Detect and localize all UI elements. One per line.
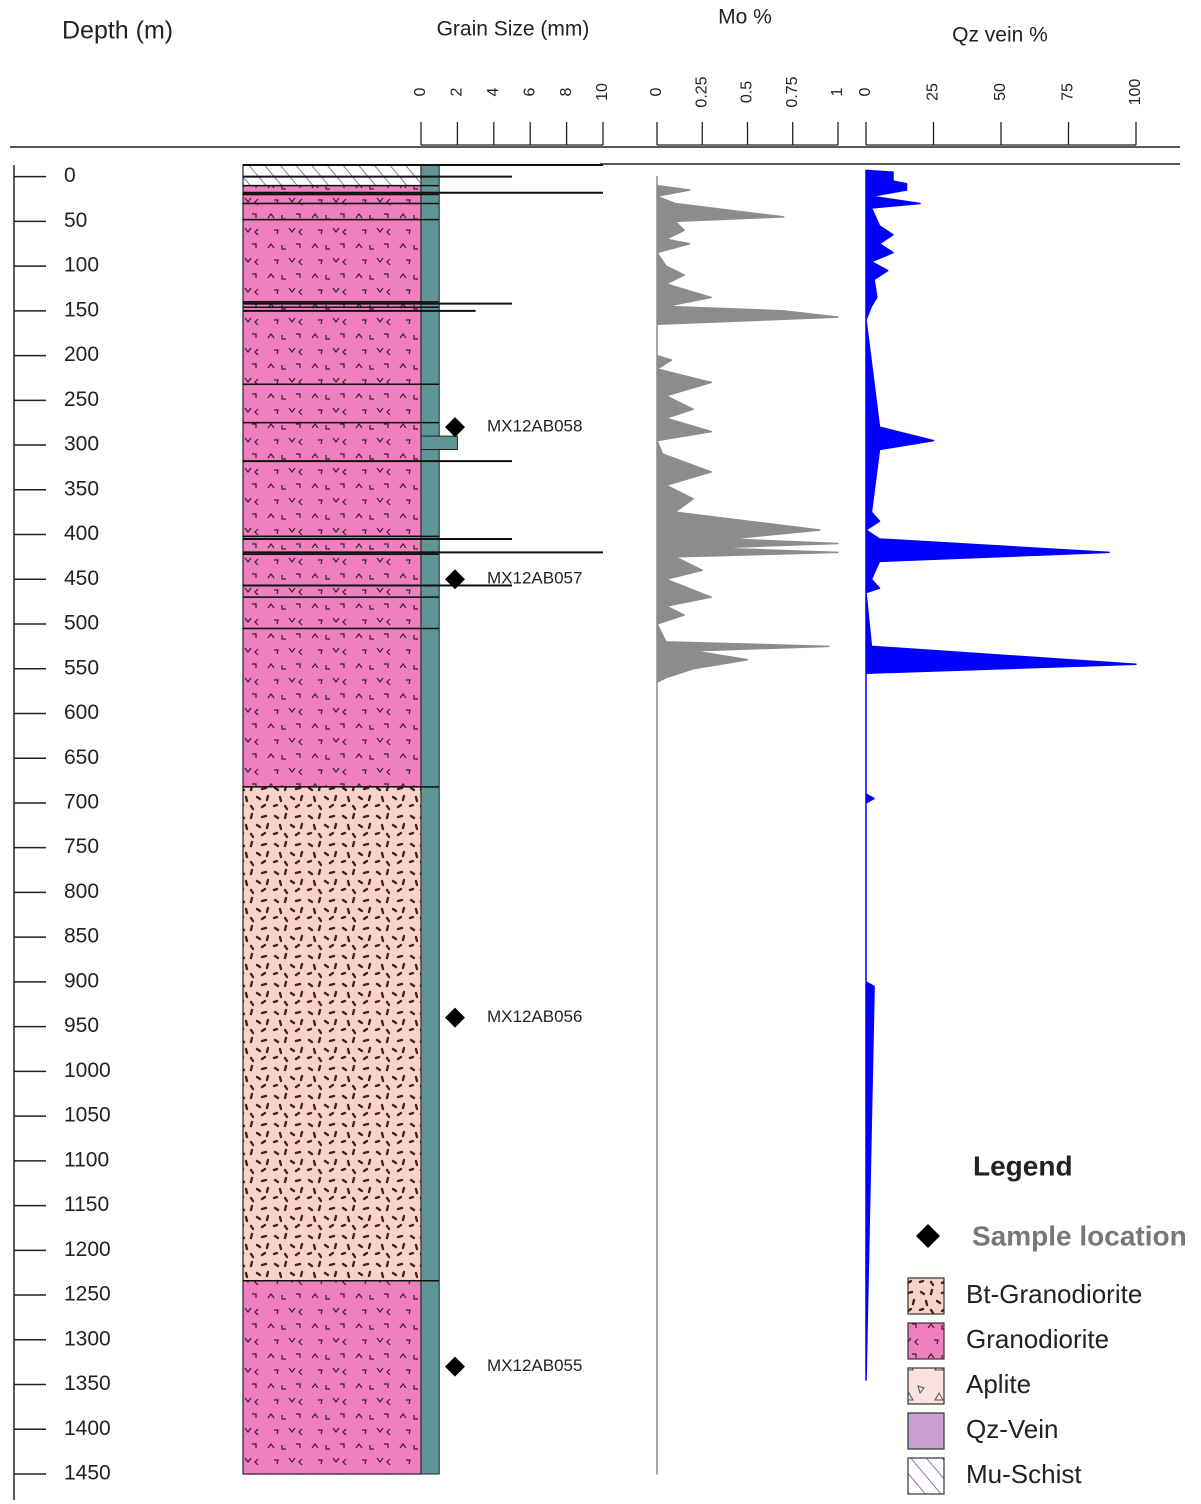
depth-tick-label: 1450 — [64, 1462, 111, 1485]
depth-tick-label: 650 — [64, 746, 99, 769]
depth-tick-label: 550 — [64, 656, 99, 679]
depth-tick-label: 350 — [64, 477, 99, 500]
depth-tick-label: 1200 — [64, 1238, 111, 1261]
legend-label: Qz-Vein — [966, 1414, 1059, 1444]
depth-tick-label: 300 — [64, 433, 99, 456]
mo-axis-title: Mo % — [718, 6, 772, 29]
grain-size-bar — [421, 436, 457, 449]
top-axis-tick-label: 0 — [857, 87, 874, 96]
legend-swatch — [908, 1323, 944, 1359]
legend-title: Legend — [973, 1150, 1073, 1181]
legend-label: Bt-Granodiorite — [966, 1279, 1142, 1309]
legend-sample-symbol — [916, 1224, 940, 1248]
qz-axis-title: Qz vein % — [952, 24, 1048, 47]
depth-tick-label: 1300 — [64, 1327, 111, 1350]
sample-label: MX12AB058 — [487, 417, 582, 436]
legend-label: Aplite — [966, 1369, 1031, 1399]
top-axis-tick-label: 2 — [449, 87, 466, 96]
lithology-interval — [243, 195, 421, 204]
mo-profile — [657, 177, 838, 1474]
sample-label: MX12AB057 — [487, 569, 582, 588]
top-axis-tick-label: 0.25 — [693, 76, 710, 107]
depth-tick-label: 200 — [64, 343, 99, 366]
legend-swatch — [908, 1278, 944, 1314]
depth-tick-label: 0 — [64, 164, 76, 187]
legend-label: Granodiorite — [966, 1324, 1109, 1354]
top-axis-tick-label: 50 — [992, 83, 1009, 101]
depth-tick-label: 250 — [64, 388, 99, 411]
depth-tick-label: 1050 — [64, 1104, 111, 1127]
lithology-interval — [243, 787, 421, 1281]
lithology-interval — [243, 203, 421, 219]
lithology-interval — [243, 1281, 421, 1474]
sample-marker — [445, 1357, 465, 1377]
strip-log: Depth (m) Grain Size (mm) Mo % Qz vein %… — [0, 0, 1201, 1504]
sample-label: MX12AB055 — [487, 1356, 582, 1375]
depth-tick-label: 400 — [64, 522, 99, 545]
top-axis-tick-label: 25 — [925, 83, 942, 101]
depth-tick-label: 1150 — [64, 1193, 109, 1216]
depth-tick-label: 600 — [64, 701, 99, 724]
qz-vein-profile — [866, 170, 1136, 1380]
depth-tick-label: 700 — [64, 790, 99, 813]
grain-size-bar — [421, 165, 439, 1474]
lithology-interval — [243, 554, 421, 597]
lithology-interval — [243, 165, 421, 186]
legend-label: Mu-Schist — [966, 1459, 1082, 1489]
sample-marker — [445, 417, 465, 437]
lithology-interval — [243, 384, 421, 422]
top-axis-tick-label: 0 — [648, 87, 665, 96]
sample-marker — [445, 1008, 465, 1028]
page: Depth (m) Grain Size (mm) Mo % Qz vein %… — [0, 0, 1201, 1504]
depth-tick-label: 100 — [64, 254, 99, 277]
depth-axis-title: Depth (m) — [62, 17, 173, 45]
top-axis-tick-label: 1 — [829, 87, 846, 96]
depth-tick-label: 1000 — [64, 1059, 111, 1082]
top-axis-tick-label: 0.5 — [739, 81, 756, 103]
depth-tick-label: 150 — [64, 298, 99, 321]
depth-tick-label: 1250 — [64, 1283, 111, 1306]
top-axis-tick-label: 4 — [485, 87, 502, 96]
depth-tick-label: 1100 — [64, 1148, 109, 1171]
depth-tick-label: 800 — [64, 880, 99, 903]
legend-swatch — [908, 1458, 944, 1494]
depth-tick-label: 450 — [64, 567, 99, 590]
top-axis-tick-label: 75 — [1060, 83, 1077, 101]
lithology-interval — [243, 461, 421, 536]
depth-tick-label: 850 — [64, 925, 99, 948]
depth-tick-label: 750 — [64, 835, 99, 858]
depth-tick-label: 500 — [64, 612, 99, 635]
lithology-interval — [243, 628, 421, 786]
depth-tick-label: 1350 — [64, 1372, 111, 1395]
depth-tick-label: 1400 — [64, 1417, 111, 1440]
depth-tick-label: 950 — [64, 1014, 99, 1037]
lithology-interval — [243, 220, 421, 302]
top-axis-tick-label: 8 — [558, 87, 575, 96]
depth-tick-label: 50 — [64, 209, 87, 232]
legend-swatch — [908, 1413, 944, 1449]
top-axis-tick-label: 100 — [1127, 79, 1144, 106]
sample-label: MX12AB056 — [487, 1007, 582, 1026]
top-axis-tick-label: 0 — [412, 87, 429, 96]
lithology-interval — [243, 597, 421, 628]
top-axis-tick-label: 10 — [594, 83, 611, 101]
depth-tick-label: 900 — [64, 969, 99, 992]
grain-axis-title: Grain Size (mm) — [437, 18, 590, 41]
top-axis-tick-label: 6 — [521, 87, 538, 96]
legend-swatch — [908, 1368, 944, 1404]
lithology-interval — [243, 307, 421, 384]
lithology-interval — [243, 423, 421, 461]
top-axis-tick-label: 0.75 — [784, 76, 801, 107]
legend-sample-label: Sample location — [972, 1220, 1187, 1251]
